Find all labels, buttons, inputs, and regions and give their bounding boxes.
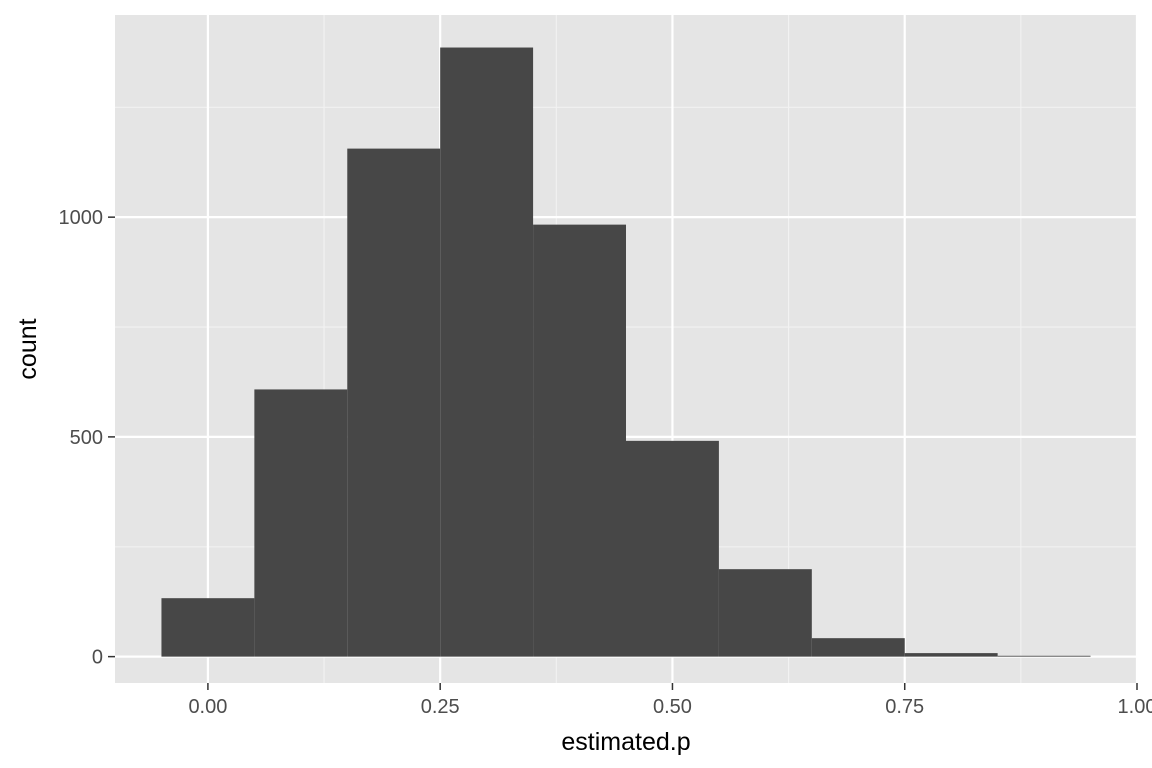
histogram-bar bbox=[811, 638, 905, 657]
x-axis-title: estimated.p bbox=[561, 728, 690, 756]
histogram-bar bbox=[904, 653, 998, 657]
histogram-bar bbox=[997, 655, 1091, 657]
histogram-bar bbox=[161, 598, 255, 657]
y-axis-title: count bbox=[14, 318, 42, 379]
x-tick-label: 0.75 bbox=[885, 696, 924, 718]
histogram-bar bbox=[626, 440, 719, 657]
x-axis: 0.00 0.25 0.50 0.75 1.00 bbox=[188, 683, 1152, 718]
y-tick-label: 500 bbox=[70, 427, 103, 449]
y-tick-label: 0 bbox=[92, 647, 103, 669]
y-tick-label: 1000 bbox=[59, 207, 104, 229]
histogram-bar bbox=[254, 389, 348, 657]
x-tick-label: 0.25 bbox=[421, 696, 460, 718]
x-tick-label: 1.00 bbox=[1118, 696, 1152, 718]
y-axis: 0 500 1000 bbox=[59, 207, 115, 669]
histogram-bar bbox=[533, 224, 626, 657]
histogram-bar bbox=[718, 569, 812, 657]
x-tick-label: 0.00 bbox=[188, 696, 227, 718]
histogram-bar bbox=[347, 148, 441, 657]
histogram-bar bbox=[440, 47, 534, 657]
bars bbox=[161, 47, 1091, 657]
x-tick-label: 0.50 bbox=[653, 696, 692, 718]
